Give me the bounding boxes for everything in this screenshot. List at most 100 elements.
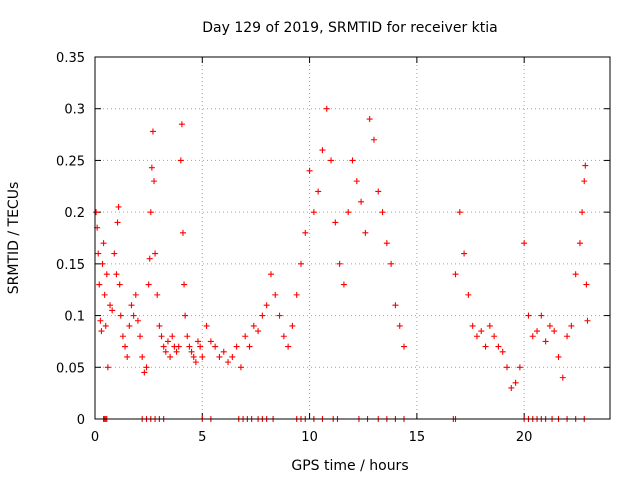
data-point bbox=[512, 379, 519, 386]
data-point bbox=[212, 343, 219, 350]
data-point bbox=[568, 322, 575, 329]
data-point bbox=[197, 343, 204, 350]
data-point bbox=[396, 322, 403, 329]
data-point bbox=[353, 178, 360, 185]
data-point bbox=[216, 353, 223, 360]
data-point bbox=[137, 333, 144, 340]
data-point bbox=[508, 384, 515, 391]
data-point bbox=[582, 162, 589, 169]
data-point bbox=[190, 353, 197, 360]
data-point bbox=[315, 188, 322, 195]
data-point bbox=[104, 364, 111, 371]
y-tick-label: 0 bbox=[77, 413, 85, 428]
data-point bbox=[267, 271, 274, 278]
data-point bbox=[289, 322, 296, 329]
data-point bbox=[103, 271, 110, 278]
data-point bbox=[504, 364, 510, 371]
data-point bbox=[145, 281, 152, 288]
y-tick-label: 0.3 bbox=[64, 103, 85, 118]
data-point bbox=[263, 302, 270, 309]
data-point bbox=[293, 291, 300, 298]
data-point bbox=[473, 333, 480, 340]
data-point bbox=[521, 240, 528, 247]
data-point bbox=[584, 317, 591, 324]
data-point bbox=[182, 312, 189, 319]
y-tick-label: 0.1 bbox=[64, 310, 85, 325]
data-point bbox=[173, 348, 180, 355]
data-point bbox=[114, 219, 121, 226]
data-point bbox=[242, 333, 249, 340]
data-point bbox=[102, 322, 109, 329]
data-point bbox=[148, 164, 155, 171]
data-point bbox=[491, 333, 498, 340]
data-point bbox=[117, 312, 124, 319]
data-point bbox=[366, 116, 373, 123]
data-point bbox=[319, 147, 326, 154]
data-point bbox=[119, 333, 126, 340]
data-point bbox=[559, 374, 566, 381]
data-point bbox=[370, 136, 377, 143]
data-point bbox=[298, 260, 304, 267]
data-point bbox=[164, 338, 171, 345]
data-point bbox=[564, 333, 571, 340]
data-point bbox=[583, 281, 590, 288]
data-point bbox=[134, 317, 141, 324]
data-point bbox=[246, 343, 253, 350]
data-point bbox=[149, 128, 156, 135]
data-point bbox=[461, 250, 468, 257]
x-tick-label: 0 bbox=[91, 430, 99, 445]
data-point bbox=[345, 209, 352, 216]
data-point bbox=[151, 178, 158, 185]
data-point bbox=[336, 260, 343, 267]
plot-frame bbox=[94, 56, 611, 420]
data-point bbox=[192, 359, 199, 366]
data-point bbox=[250, 322, 257, 329]
data-point bbox=[516, 364, 523, 371]
data-point bbox=[392, 302, 399, 309]
x-tick-label: 10 bbox=[301, 430, 318, 445]
data-point bbox=[529, 333, 536, 340]
data-point bbox=[141, 369, 148, 376]
data-point bbox=[302, 229, 309, 236]
data-point bbox=[579, 209, 586, 216]
data-point bbox=[280, 333, 287, 340]
data-point bbox=[203, 322, 210, 329]
data-point bbox=[195, 338, 201, 345]
data-point bbox=[158, 333, 165, 340]
data-point bbox=[169, 333, 176, 340]
data-point bbox=[229, 353, 236, 360]
data-point bbox=[340, 281, 347, 288]
data-point bbox=[272, 291, 279, 298]
data-points bbox=[93, 105, 591, 422]
data-point bbox=[160, 343, 167, 350]
data-point bbox=[95, 250, 102, 257]
data-point bbox=[379, 209, 386, 216]
chart-title: Day 129 of 2019, SRMTID for receiver kti… bbox=[202, 20, 497, 36]
data-point bbox=[181, 281, 188, 288]
data-point bbox=[128, 302, 135, 309]
data-point bbox=[323, 105, 330, 112]
data-point bbox=[388, 260, 395, 267]
data-point bbox=[139, 353, 146, 360]
data-point bbox=[482, 343, 489, 350]
data-point bbox=[207, 338, 214, 345]
data-point bbox=[186, 343, 193, 350]
data-point bbox=[93, 209, 100, 216]
data-point bbox=[199, 353, 206, 360]
data-point bbox=[499, 348, 506, 355]
data-point bbox=[147, 209, 154, 216]
data-point bbox=[152, 250, 159, 257]
data-point bbox=[495, 343, 502, 350]
data-point bbox=[162, 348, 169, 355]
data-point bbox=[146, 255, 153, 262]
data-point bbox=[310, 209, 317, 216]
data-point bbox=[542, 338, 549, 345]
data-point bbox=[175, 343, 182, 350]
y-tick-label: 0.15 bbox=[56, 258, 85, 273]
data-point bbox=[188, 348, 195, 355]
data-point bbox=[525, 312, 532, 319]
data-point bbox=[154, 291, 161, 298]
data-point bbox=[124, 353, 131, 360]
data-point bbox=[486, 322, 493, 329]
data-point bbox=[101, 291, 108, 298]
